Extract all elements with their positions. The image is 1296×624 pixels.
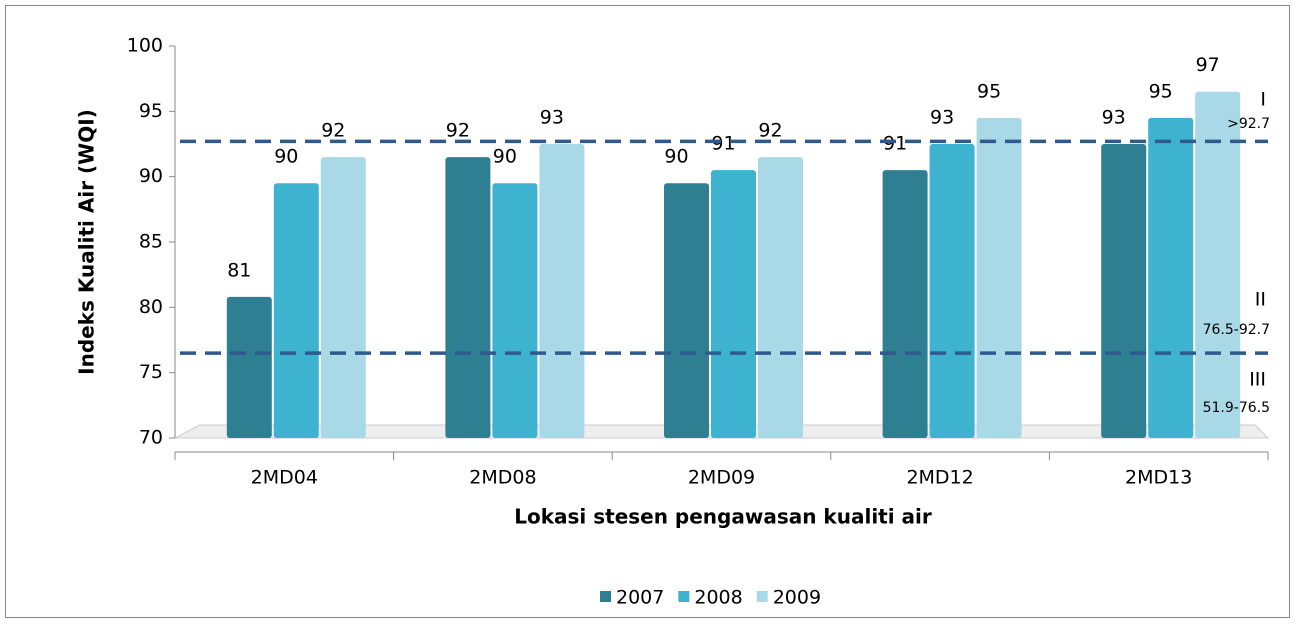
bar xyxy=(539,144,585,438)
legend-label: 2007 xyxy=(616,587,664,609)
legend-swatch xyxy=(678,591,690,602)
x-tick-label: 2MD13 xyxy=(1125,467,1192,489)
y-tick-label: 85 xyxy=(139,231,163,253)
value-label: 92 xyxy=(446,120,470,142)
value-label: 91 xyxy=(711,133,735,155)
y-tick-label: 80 xyxy=(139,296,163,318)
bar xyxy=(226,296,272,438)
y-axis-label: Indeks Kualiti Air (WQI) xyxy=(75,109,99,375)
x-tick-label: 2MD09 xyxy=(688,467,755,489)
class-range: 51.9-76.5 xyxy=(1203,400,1270,416)
y-tick-label: 90 xyxy=(139,165,163,187)
value-label: 92 xyxy=(321,120,345,142)
bar xyxy=(1195,91,1241,438)
legend-swatch xyxy=(600,591,611,602)
value-label: 91 xyxy=(883,133,907,155)
legend-swatch xyxy=(756,591,768,602)
x-tick-label: 2MD12 xyxy=(906,467,973,489)
bar xyxy=(1148,117,1194,438)
class-name: III xyxy=(1249,369,1266,391)
class-name: II xyxy=(1255,289,1266,311)
bar xyxy=(929,144,975,438)
value-label: 90 xyxy=(664,146,688,168)
legend-label: 2009 xyxy=(773,587,821,609)
class-range: >92.7 xyxy=(1227,116,1270,132)
value-label: 95 xyxy=(1149,80,1173,102)
bar xyxy=(492,183,538,438)
value-label: 90 xyxy=(274,146,298,168)
x-tick-label: 2MD04 xyxy=(251,467,318,489)
y-tick-label: 70 xyxy=(139,427,163,449)
bar xyxy=(882,170,928,438)
y-tick-label: 95 xyxy=(139,100,163,122)
class-name: I xyxy=(1260,89,1266,111)
value-label: 95 xyxy=(977,80,1001,102)
x-tick-label: 2MD08 xyxy=(469,467,536,489)
bar xyxy=(711,170,756,438)
value-label: 93 xyxy=(1102,107,1126,129)
bar xyxy=(273,183,319,438)
bar xyxy=(445,157,491,439)
value-label: 93 xyxy=(540,107,564,129)
value-label: 93 xyxy=(930,107,954,129)
bar xyxy=(320,157,366,439)
value-label: 90 xyxy=(493,146,517,168)
bar xyxy=(664,183,709,438)
y-tick-label: 75 xyxy=(139,361,163,383)
value-label: 81 xyxy=(227,259,251,281)
legend-label: 2008 xyxy=(694,587,742,609)
value-label: 97 xyxy=(1196,54,1220,76)
chart-frame xyxy=(5,5,1290,618)
bar xyxy=(758,157,803,439)
x-axis-label: Lokasi stesen pengawasan kualiti air xyxy=(514,505,932,529)
bar xyxy=(976,117,1022,438)
bar xyxy=(1101,144,1147,438)
y-tick-label: 100 xyxy=(127,35,163,57)
value-label: 92 xyxy=(758,120,782,142)
class-range: 76.5-92.7 xyxy=(1203,322,1270,338)
